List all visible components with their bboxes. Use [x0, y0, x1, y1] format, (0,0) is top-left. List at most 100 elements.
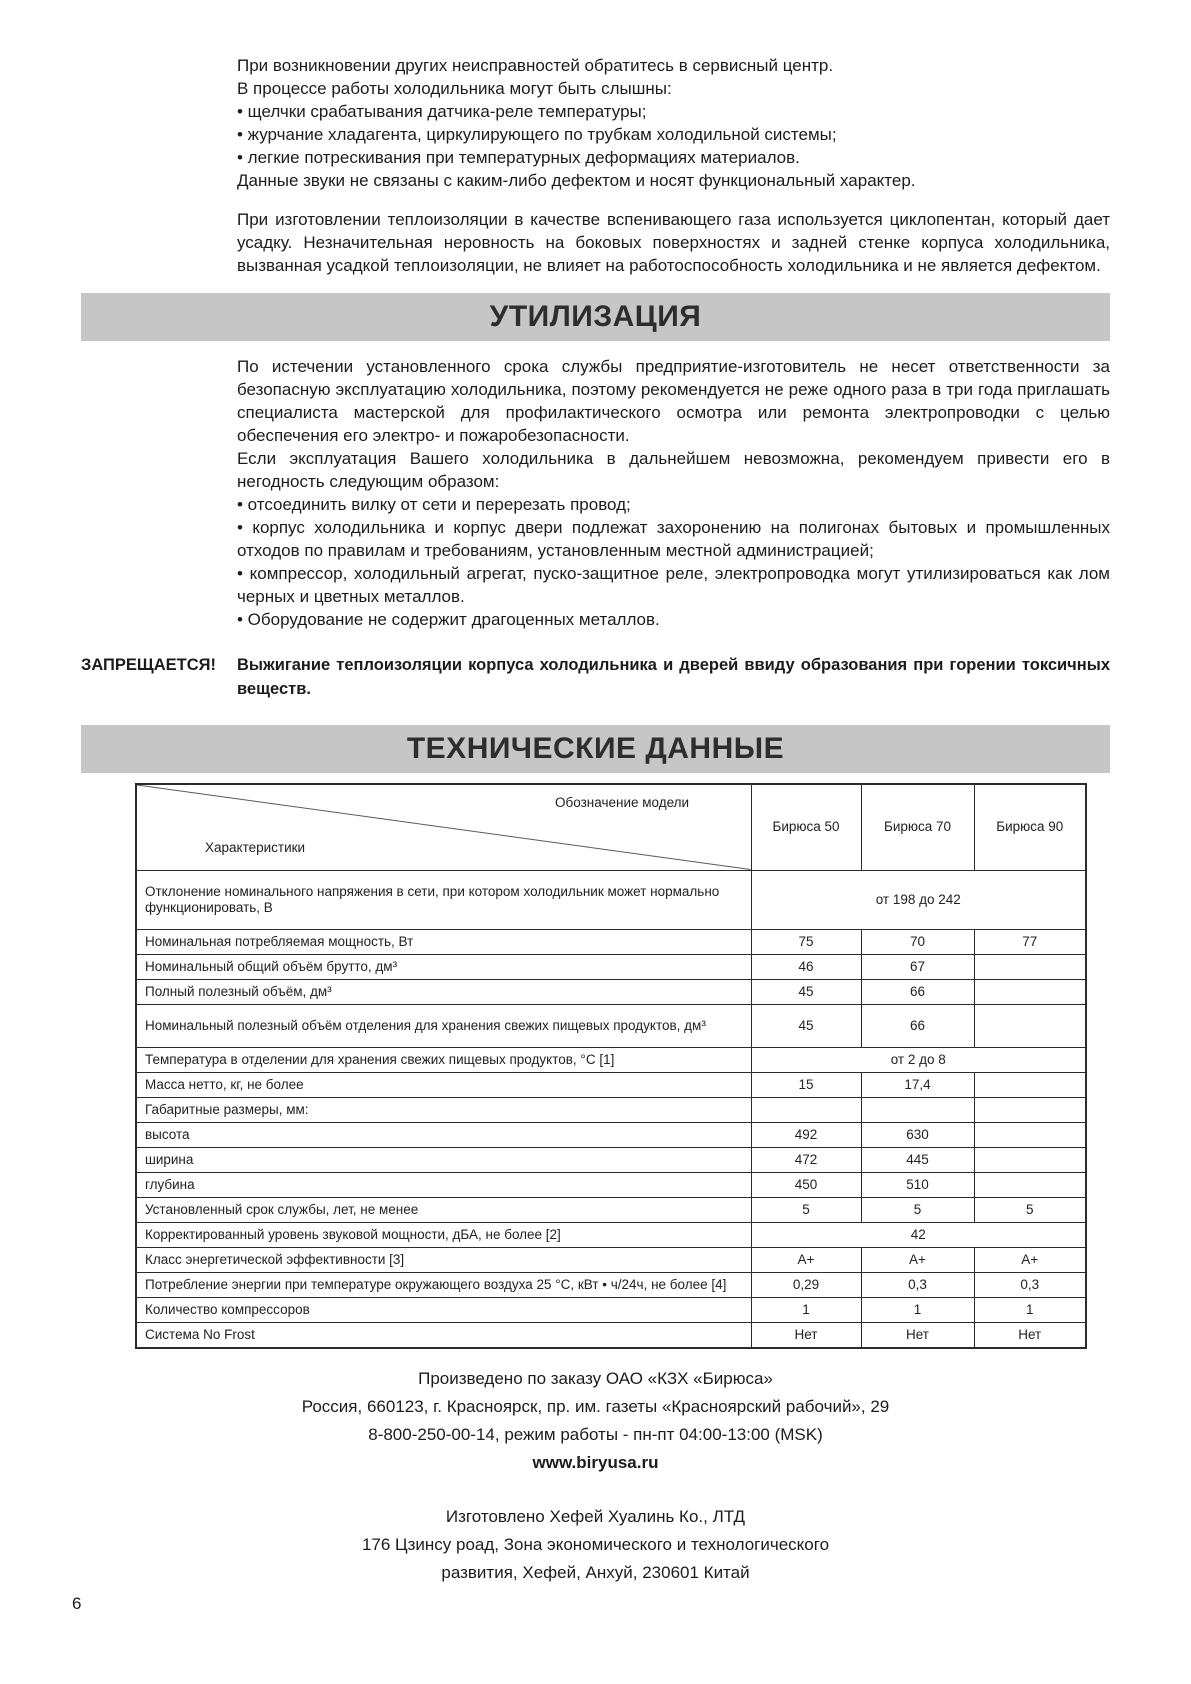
table-row: Отклонение номинального напряжения в сет… [135, 869, 1087, 930]
manufacturer-address-line: развития, Хефей, Анхуй, 230601 Китай [441, 1562, 750, 1582]
utilization-block: По истечении установленного срока службы… [237, 355, 1110, 631]
row-value: 510 [860, 1171, 975, 1198]
row-value [860, 1096, 975, 1123]
row-value: 492 [750, 1121, 862, 1148]
row-label: Установленный срок службы, лет, не менее [135, 1196, 752, 1223]
table-row: высота 492 630 [135, 1121, 1087, 1148]
row-label: высота [135, 1121, 752, 1148]
row-label: Отклонение номинального напряжения в сет… [135, 869, 752, 930]
table-row: Габаритные размеры, мм: [135, 1096, 1087, 1123]
row-label: Корректированный уровень звуковой мощнос… [135, 1221, 752, 1248]
row-label: Система No Frost [135, 1321, 752, 1348]
table-row: ширина 472 445 [135, 1146, 1087, 1173]
row-value [973, 1071, 1087, 1098]
row-value: 0,3 [860, 1271, 975, 1298]
table-row: Корректированный уровень звуковой мощнос… [135, 1221, 1087, 1248]
row-label: Количество компрессоров [135, 1296, 752, 1323]
footer-address: Россия, 660123, г. Красноярск, пр. им. г… [301, 1396, 890, 1416]
row-value: 75 [750, 928, 862, 955]
prohibition-text: Выжигание теплоизоляции корпуса холодиль… [237, 656, 1110, 698]
row-value: A+ [973, 1246, 1087, 1273]
table-row: Класс энергетической эффективности [3] A… [135, 1246, 1087, 1273]
service-note-bullet: • журчание хладагента, циркулирующего по… [237, 125, 837, 144]
row-value: Нет [973, 1321, 1087, 1348]
service-note-line: При возникновении других неисправностей … [237, 56, 834, 75]
utilization-section-header: УТИЛИЗАЦИЯ [81, 293, 1110, 341]
table-row: Номинальный полезный объём отделения для… [135, 1003, 1087, 1048]
corner-label-characteristics: Характеристики [205, 839, 306, 855]
table-row: Температура в отделении для хранения све… [135, 1046, 1087, 1073]
service-note-bullet: • щелчки срабатывания датчика-реле темпе… [237, 102, 647, 121]
row-value: 46 [750, 953, 862, 980]
row-value: 1 [750, 1296, 862, 1323]
prohibition-warning: ЗАПРЕЩАЕТСЯ! Выжигание теплоизоляции кор… [81, 653, 1110, 701]
table-row: Потребление энергии при температуре окру… [135, 1271, 1087, 1298]
row-value: Нет [750, 1321, 862, 1348]
row-value [973, 953, 1087, 980]
service-note-block: При возникновении других неисправностей … [237, 54, 1110, 277]
row-label: Номинальный общий объём брутто, дм³ [135, 953, 752, 980]
row-span-value: 42 [750, 1221, 1087, 1248]
model-column-header: Бирюса 50 [750, 783, 862, 871]
row-value: 0,29 [750, 1271, 862, 1298]
table-row: Масса нетто, кг, не более 15 17,4 [135, 1071, 1087, 1098]
service-note-line: Данные звуки не связаны с каким-либо деф… [237, 171, 916, 190]
row-value: 66 [860, 978, 975, 1005]
row-label: Номинальная потребляемая мощность, Вт [135, 928, 752, 955]
technical-data-table: Обозначение модели Характеристики Бирюса… [135, 783, 1087, 1349]
row-value: 66 [860, 1003, 975, 1048]
row-label: Потребление энергии при температуре окру… [135, 1271, 752, 1298]
table-row: Номинальный общий объём брутто, дм³ 46 6… [135, 953, 1087, 980]
table-row: Система No Frost Нет Нет Нет [135, 1321, 1087, 1348]
utilization-bullet: • корпус холодильника и корпус двери под… [237, 518, 1110, 560]
row-value: A+ [750, 1246, 862, 1273]
row-value: 45 [750, 978, 862, 1005]
utilization-paragraph: Если эксплуатация Вашего холодильника в … [237, 449, 1110, 491]
row-value [750, 1096, 862, 1123]
utilization-bullet: • отсоединить вилку от сети и перерезать… [237, 495, 631, 514]
prohibition-label: ЗАПРЕЩАЕТСЯ! [81, 656, 216, 674]
row-value: 472 [750, 1146, 862, 1173]
row-value: 15 [750, 1071, 862, 1098]
page-number: 6 [72, 1594, 82, 1613]
table-row: Полный полезный объём, дм³ 45 66 [135, 978, 1087, 1005]
row-value [973, 1146, 1087, 1173]
row-value: 70 [860, 928, 975, 955]
row-value [973, 1171, 1087, 1198]
row-span-value: от 2 до 8 [750, 1046, 1087, 1073]
row-label: Полный полезный объём, дм³ [135, 978, 752, 1005]
model-column-header: Бирюса 70 [860, 783, 975, 871]
utilization-bullet: • компрессор, холодильный агрегат, пуско… [237, 564, 1110, 606]
row-value [973, 1096, 1087, 1123]
row-value [973, 1121, 1087, 1148]
row-label: Габаритные размеры, мм: [135, 1096, 752, 1123]
table-header-row: Обозначение модели Характеристики Бирюса… [135, 783, 1087, 871]
row-value: 450 [750, 1171, 862, 1198]
model-column-header: Бирюса 90 [973, 783, 1087, 871]
row-value: 45 [750, 1003, 862, 1048]
service-note-line: В процессе работы холодильника могут быт… [237, 79, 672, 98]
row-value: 445 [860, 1146, 975, 1173]
manufacturer-block: Изготовлено Хефей Хуалинь Ко., ЛТД 176 Ц… [81, 1503, 1110, 1587]
row-value: 5 [750, 1196, 862, 1223]
row-value: Нет [860, 1321, 975, 1348]
utilization-bullet: • Оборудование не содержит драгоценных м… [237, 610, 660, 629]
table-row: Номинальная потребляемая мощность, Вт 75… [135, 928, 1087, 955]
row-value: 5 [973, 1196, 1087, 1223]
row-label: Масса нетто, кг, не более [135, 1071, 752, 1098]
technical-title: ТЕХНИЧЕСКИЕ ДАННЫЕ [406, 732, 785, 765]
row-label: Номинальный полезный объём отделения для… [135, 1003, 752, 1048]
row-value: 5 [860, 1196, 975, 1223]
row-value: A+ [860, 1246, 975, 1273]
footer-block: Произведено по заказу ОАО «КЗХ «Бирюса» … [81, 1365, 1110, 1587]
page-content: При возникновении других неисправностей … [81, 54, 1110, 1587]
row-value: 630 [860, 1121, 975, 1148]
row-span-value: от 198 до 242 [750, 869, 1087, 930]
row-value: 0,3 [973, 1271, 1087, 1298]
table-row: Количество компрессоров 1 1 1 [135, 1296, 1087, 1323]
table-row: глубина 450 510 [135, 1171, 1087, 1198]
table-row: Установленный срок службы, лет, не менее… [135, 1196, 1087, 1223]
footer-ordered-by: Произведено по заказу ОАО «КЗХ «Бирюса» [418, 1368, 773, 1388]
corner-label-model: Обозначение модели [555, 795, 690, 810]
